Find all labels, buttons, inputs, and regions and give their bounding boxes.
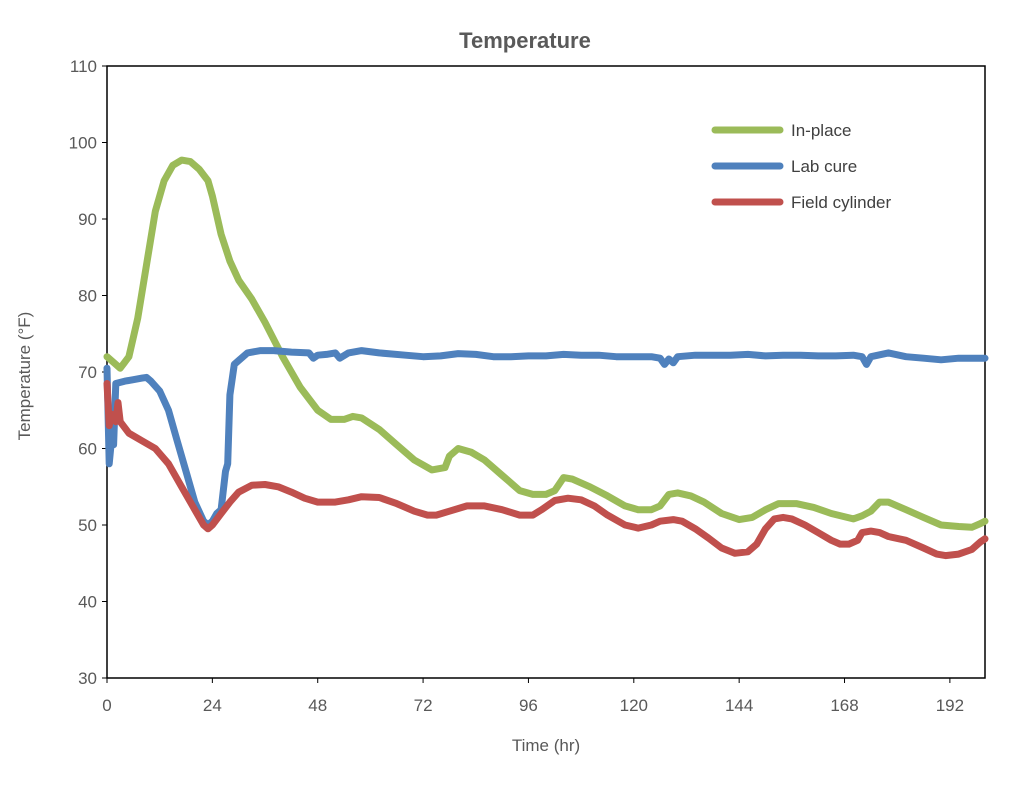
x-tick-label: 0 xyxy=(102,696,111,715)
y-tick-label: 50 xyxy=(78,516,97,535)
x-tick-label: 72 xyxy=(414,696,433,715)
chart-title: Temperature xyxy=(459,28,591,53)
y-tick-label: 60 xyxy=(78,440,97,459)
x-axis-title: Time (hr) xyxy=(512,736,580,755)
y-tick-label: 30 xyxy=(78,669,97,688)
legend-label: In-place xyxy=(791,121,851,140)
y-tick-label: 70 xyxy=(78,363,97,382)
y-tick-label: 110 xyxy=(70,57,97,76)
legend-label: Lab cure xyxy=(791,157,857,176)
x-tick-label: 96 xyxy=(519,696,538,715)
x-axis-ticks: 0 24 48 72 96 120 144 168 192 xyxy=(102,678,964,715)
y-tick-label: 90 xyxy=(78,210,97,229)
series-line-field-cylinder xyxy=(103,380,989,560)
series-line-lab-cure xyxy=(103,347,989,529)
legend-label: Field cylinder xyxy=(791,193,891,212)
y-axis-title: Temperature (°F) xyxy=(15,312,34,441)
y-tick-label: 100 xyxy=(69,134,97,153)
x-tick-label: 120 xyxy=(620,696,648,715)
legend: In-place Lab cure Field cylinder xyxy=(711,121,891,212)
x-tick-label: 168 xyxy=(830,696,858,715)
y-axis-ticks: 30 40 50 60 70 80 90 100 110 xyxy=(69,57,107,688)
x-tick-label: 48 xyxy=(308,696,327,715)
x-tick-label: 144 xyxy=(725,696,753,715)
x-tick-label: 192 xyxy=(936,696,964,715)
y-tick-label: 40 xyxy=(78,593,97,612)
series-lines xyxy=(103,156,989,560)
y-tick-label: 80 xyxy=(78,287,97,306)
series-line-in-place xyxy=(103,156,989,531)
x-tick-label: 24 xyxy=(203,696,222,715)
